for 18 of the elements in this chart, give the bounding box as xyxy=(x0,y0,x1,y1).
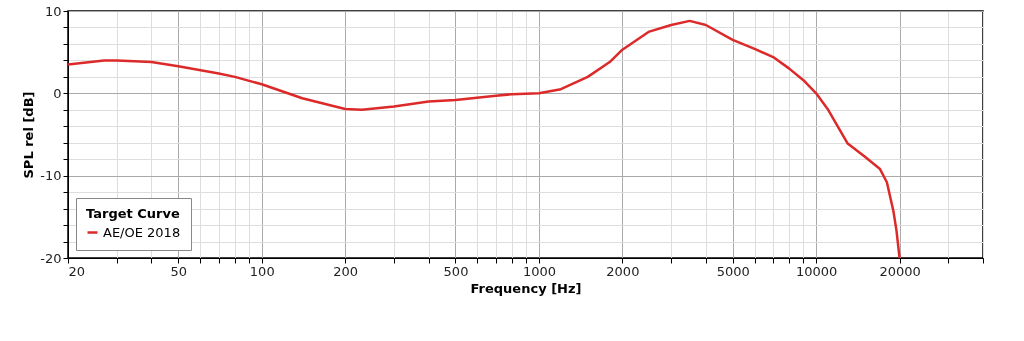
y-tick-label: -10 xyxy=(40,168,62,184)
x-tick-label: 200 xyxy=(333,263,359,279)
y-tick-label: 10 xyxy=(44,3,62,19)
x-tick-label: 500 xyxy=(443,263,469,279)
x-tick-label: 2000 xyxy=(606,263,640,279)
y-tick-label: -20 xyxy=(40,250,62,266)
x-tick-label: 100 xyxy=(249,263,275,279)
legend-title: Target Curve xyxy=(86,206,180,221)
x-axis-title: Frequency [Hz] xyxy=(470,280,582,296)
x-tick-label: 20000 xyxy=(879,263,921,279)
x-tick-label: 1000 xyxy=(522,263,556,279)
x-tick-label: 5000 xyxy=(716,263,750,279)
y-axis-title: SPL rel [dB] xyxy=(21,91,37,179)
x-tick-label: 20 xyxy=(68,263,86,279)
y-tick-label: 0 xyxy=(53,85,62,101)
legend-label: AE/OE 2018 xyxy=(103,224,181,240)
x-tick-label: 10000 xyxy=(795,263,838,279)
x-tick-label: 50 xyxy=(170,263,188,279)
